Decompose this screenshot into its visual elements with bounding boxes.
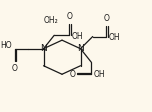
Text: OH: OH [109, 33, 120, 42]
Text: O: O [69, 70, 75, 79]
Text: N: N [40, 44, 47, 53]
Text: N: N [77, 44, 84, 53]
Text: O: O [104, 14, 109, 23]
Text: OH: OH [93, 70, 105, 79]
Text: OH₂: OH₂ [44, 16, 59, 25]
Text: OH: OH [72, 32, 83, 41]
Text: O: O [12, 64, 17, 73]
Text: HO: HO [1, 41, 12, 50]
Text: O: O [67, 12, 72, 21]
